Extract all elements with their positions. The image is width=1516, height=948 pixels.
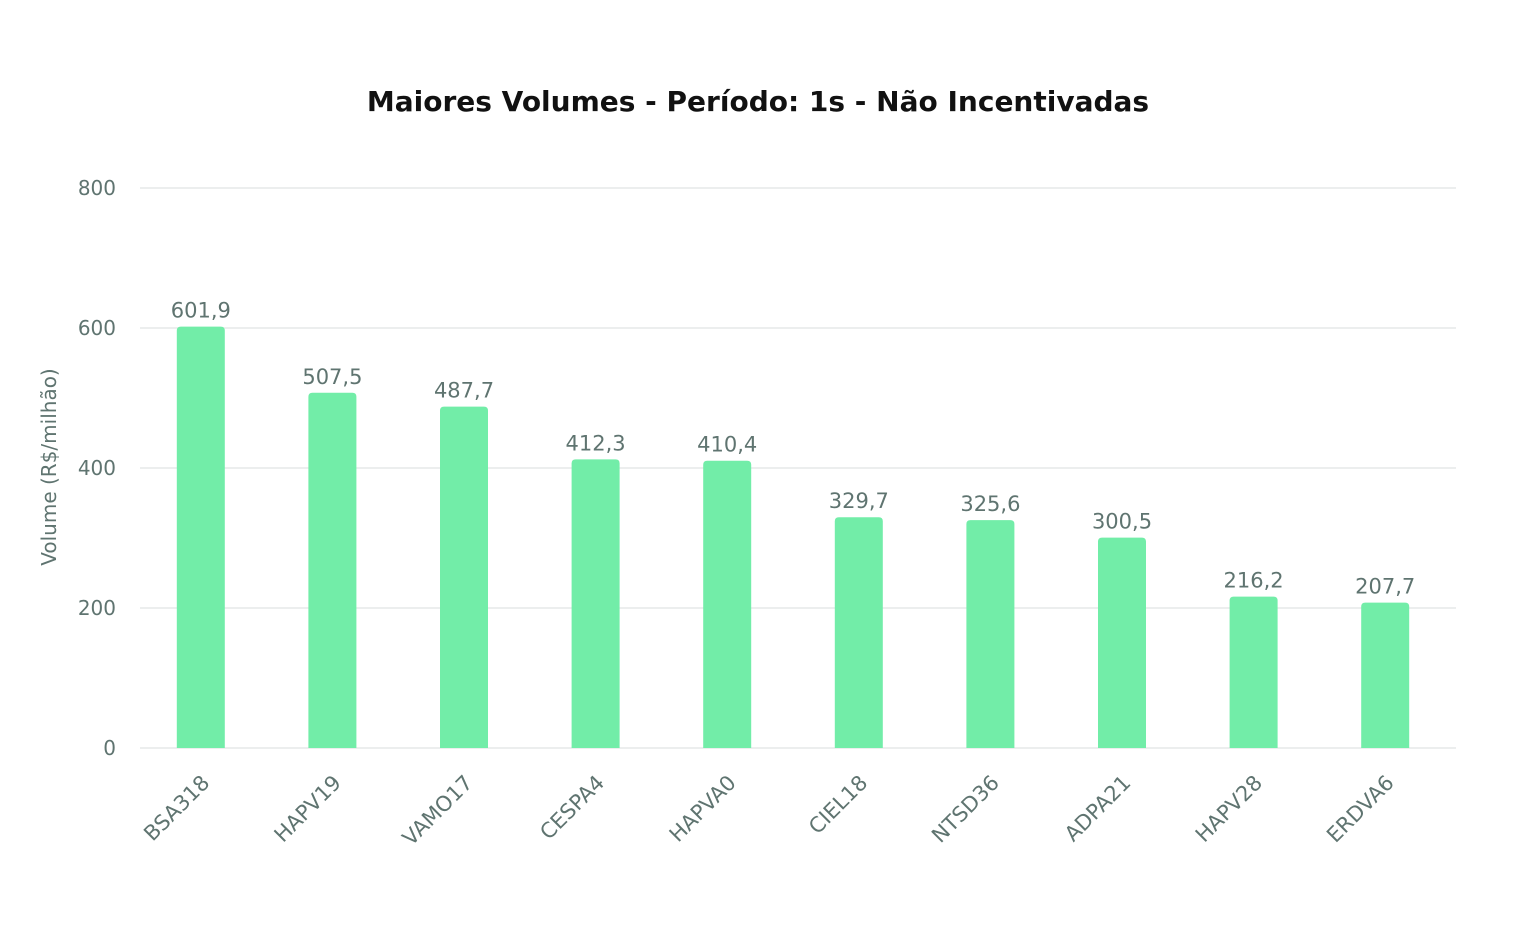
data-label: 601,9 — [171, 299, 231, 323]
x-tick-label: HAPVA0 — [665, 771, 741, 847]
bar — [571, 459, 620, 748]
bar — [176, 326, 225, 748]
bar — [440, 406, 488, 748]
data-label: 507,5 — [302, 365, 362, 389]
x-tick-label: BSA318 — [139, 771, 214, 846]
y-tick-label: 0 — [103, 736, 116, 760]
x-tick-label: ADPA21 — [1060, 771, 1136, 847]
data-label: 487,7 — [434, 379, 494, 403]
data-label: 216,2 — [1224, 569, 1284, 593]
data-label: 300,5 — [1092, 510, 1152, 534]
x-tick-label: HAPV19 — [270, 771, 346, 847]
chart-title: Maiores Volumes - Período: 1s - Não Ince… — [367, 85, 1149, 118]
data-label: 207,7 — [1355, 575, 1415, 599]
x-tick-label: CIEL18 — [804, 771, 872, 839]
y-tick-label: 600 — [78, 316, 116, 340]
data-label: 412,3 — [566, 431, 626, 455]
x-tick-label: HAPV28 — [1191, 771, 1267, 847]
bar — [1229, 596, 1278, 748]
bar — [1098, 537, 1146, 748]
y-tick-label: 800 — [78, 176, 116, 200]
x-tick-label: VAMO17 — [398, 771, 478, 851]
y-tick-label: 200 — [78, 596, 116, 620]
bar — [308, 392, 357, 748]
x-tick-label: ERDVA6 — [1322, 771, 1399, 848]
bar — [1361, 602, 1410, 748]
x-tick-label: CESPA4 — [535, 771, 609, 845]
data-label: 329,7 — [829, 489, 889, 513]
bars — [176, 326, 1410, 748]
y-axis-label: Volume (R$/milhão) — [37, 368, 61, 565]
x-tick-label: NTSD36 — [927, 771, 1004, 848]
bar — [703, 460, 752, 748]
data-labels: 601,9 507,5 487,7 412,3 410,4 329,7 325,6 300,5… — [171, 299, 1416, 599]
data-label: 410,4 — [697, 433, 757, 457]
y-axis-ticks: 0 200 400 600 800 — [78, 176, 116, 760]
bar — [834, 517, 883, 748]
x-axis-ticks: BSA318 HAPV19 VAMO17 CESPA4 HAPVA0 CIEL18 NTSD… — [139, 771, 1399, 851]
data-label: 325,6 — [960, 492, 1020, 516]
y-tick-label: 400 — [78, 456, 116, 480]
bar — [966, 520, 1015, 748]
